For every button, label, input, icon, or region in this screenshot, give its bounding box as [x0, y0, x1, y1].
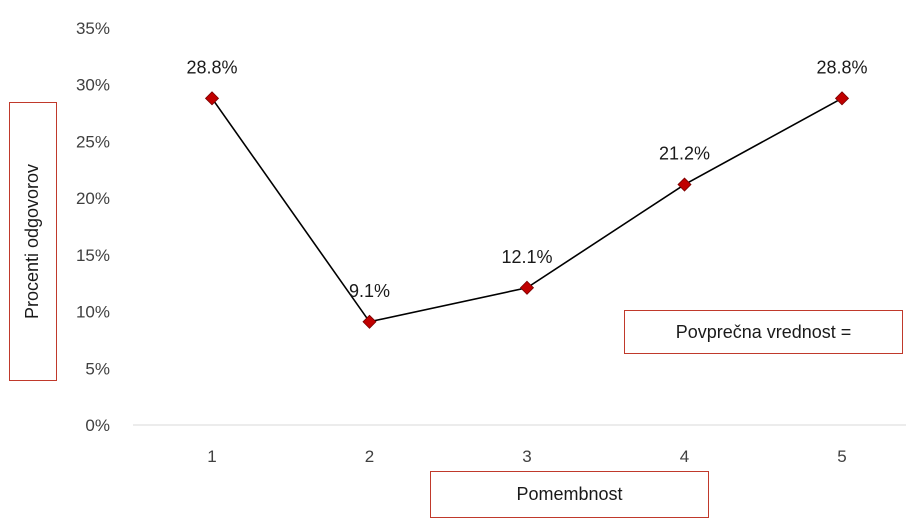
- y-axis-label: Procenti odgovorov: [22, 163, 43, 320]
- series-markers: [204, 91, 850, 329]
- data-point-marker: [677, 177, 692, 192]
- y-tick-label: 20%: [76, 189, 110, 208]
- y-axis-ticks: 0% 5% 10% 15% 20% 25% 30% 35%: [76, 19, 110, 435]
- x-tick-label: 3: [522, 447, 531, 466]
- x-tick-label: 4: [680, 447, 689, 466]
- y-axis-label-box: Procenti odgovorov: [9, 102, 57, 381]
- y-tick-label: 35%: [76, 19, 110, 38]
- data-label: 28.8%: [816, 57, 867, 77]
- x-axis-ticks: 1 2 3 4 5: [207, 447, 846, 466]
- data-point-marker: [204, 91, 220, 106]
- x-tick-label: 2: [365, 447, 374, 466]
- y-tick-label: 25%: [76, 132, 110, 151]
- y-tick-label: 10%: [76, 303, 110, 322]
- y-tick-label: 5%: [85, 359, 110, 378]
- data-labels: 28.8% 9.1% 12.1% 21.2% 28.8%: [186, 57, 867, 300]
- data-label: 21.2%: [659, 144, 710, 164]
- average-value-label: Povprečna vrednost =: [675, 321, 852, 342]
- y-tick-label: 0%: [85, 416, 110, 435]
- data-point-marker: [362, 314, 377, 329]
- x-tick-label: 5: [837, 447, 846, 466]
- data-label: 12.1%: [501, 247, 552, 267]
- x-tick-label: 1: [207, 447, 216, 466]
- average-value-box: Povprečna vrednost =: [624, 310, 903, 354]
- data-point-marker: [519, 280, 535, 295]
- data-label: 9.1%: [349, 281, 390, 301]
- data-point-marker: [834, 91, 850, 106]
- y-tick-label: 30%: [76, 76, 110, 95]
- y-tick-label: 15%: [76, 246, 110, 265]
- x-axis-label-box: Pomembnost: [430, 471, 709, 518]
- data-label: 28.8%: [186, 57, 237, 77]
- x-axis-label: Pomembnost: [516, 484, 623, 504]
